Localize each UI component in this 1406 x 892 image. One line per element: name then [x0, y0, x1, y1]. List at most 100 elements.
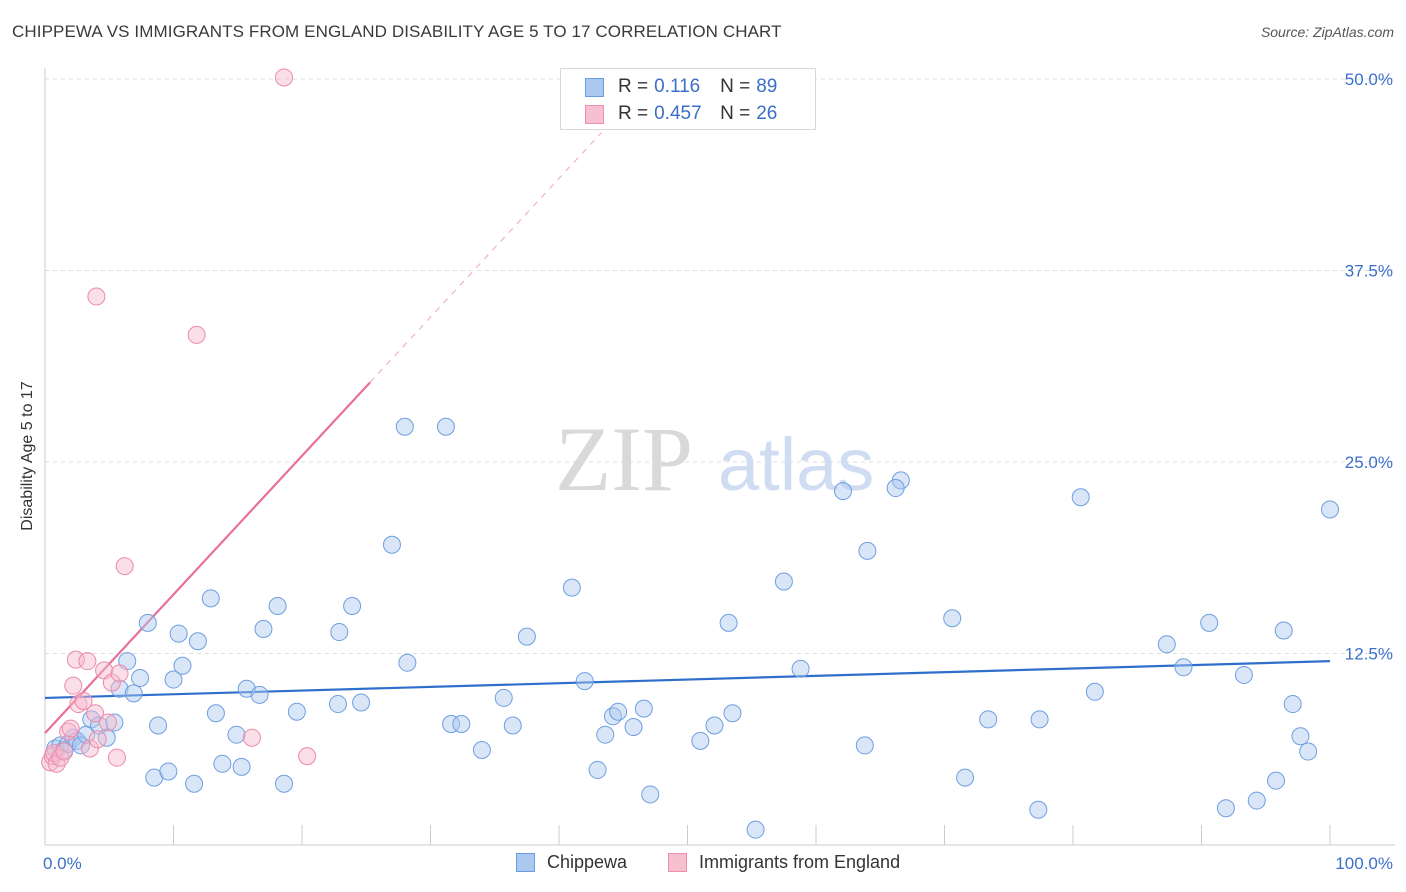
point-chippewa-41: [395, 417, 414, 436]
point-chippewa-46: [472, 741, 491, 760]
legend-r-label: R =: [618, 103, 649, 124]
point-chippewa-74: [1029, 800, 1048, 819]
point-chippewa-25: [201, 589, 220, 608]
bottom-legend-swatch-england: [668, 853, 687, 872]
point-chippewa-33: [268, 597, 287, 616]
point-chippewa-21: [169, 624, 188, 643]
point-chippewa-29: [232, 757, 251, 776]
point-england-23: [187, 325, 206, 344]
point-england-14: [86, 704, 105, 723]
legend-n-value-england: 26: [756, 103, 778, 124]
bottom-legend-swatch-chippewa: [516, 853, 535, 872]
trend-line-england: [44, 381, 371, 734]
point-england-13: [80, 739, 99, 758]
point-chippewa-36: [328, 695, 347, 714]
x-tick-label-0: 0.0%: [43, 854, 82, 873]
point-chippewa-44: [442, 714, 461, 733]
point-chippewa-84: [1267, 771, 1286, 790]
bottom-legend-chippewa: Chippewa: [516, 852, 627, 873]
point-chippewa-39: [352, 693, 371, 712]
legend-n-label: N =: [720, 103, 751, 124]
point-chippewa-52: [588, 760, 607, 779]
point-chippewa-56: [624, 718, 643, 737]
point-chippewa-47: [494, 688, 513, 707]
legend-n-label: N =: [720, 76, 751, 97]
y-tick-label-1: 25.0%: [1345, 453, 1393, 472]
point-chippewa-60: [705, 716, 724, 735]
point-chippewa-49: [517, 627, 536, 646]
point-chippewa-26: [206, 704, 225, 723]
point-england-17: [98, 713, 117, 732]
chart-title: CHIPPEWA VS IMMIGRANTS FROM ENGLAND DISA…: [12, 22, 782, 41]
bottom-legend-label-chippewa: Chippewa: [547, 852, 628, 872]
point-chippewa-53: [596, 725, 615, 744]
point-chippewa-20: [164, 670, 183, 689]
point-chippewa-42: [398, 653, 417, 672]
point-chippewa-43: [436, 417, 455, 436]
point-chippewa-68: [855, 736, 874, 755]
point-chippewa-51: [575, 672, 594, 691]
point-chippewa-40: [382, 535, 401, 554]
point-chippewa-14: [124, 684, 143, 703]
point-chippewa-45: [452, 714, 471, 733]
point-chippewa-23: [185, 774, 204, 793]
point-chippewa-73: [979, 710, 998, 729]
point-chippewa-11: [105, 713, 124, 732]
point-england-24: [242, 728, 261, 747]
legend-row-england: R = 0.457 N = 26: [585, 102, 777, 126]
point-chippewa-37: [330, 623, 349, 642]
point-chippewa-89: [1321, 500, 1339, 519]
point-chippewa-63: [746, 820, 765, 839]
point-chippewa-38: [343, 597, 362, 616]
y-tick-label-2: 37.5%: [1345, 262, 1393, 281]
trend-extension-england: [369, 132, 602, 383]
point-chippewa-58: [641, 785, 660, 804]
point-chippewa-50: [562, 578, 581, 597]
legend-swatch-england: [585, 104, 604, 124]
point-england-8: [64, 676, 83, 695]
point-chippewa-32: [254, 619, 273, 638]
legend-n-value-chippewa: 89: [756, 76, 778, 97]
point-england-7: [61, 719, 80, 738]
legend-r-label: R =: [618, 76, 649, 97]
legend-swatch-chippewa: [585, 77, 604, 97]
point-chippewa-61: [723, 704, 742, 723]
y-tick-label-3: 50.0%: [1345, 70, 1393, 89]
watermark-zip: ZIP: [555, 408, 693, 510]
watermark-atlas: atlas: [718, 423, 874, 506]
point-england-6: [59, 722, 78, 741]
point-chippewa-88: [1299, 742, 1318, 761]
point-england-19: [107, 748, 126, 767]
point-chippewa-77: [1085, 682, 1104, 701]
point-england-25: [298, 747, 317, 766]
point-chippewa-34: [275, 774, 294, 793]
point-england-5: [55, 742, 74, 761]
point-england-15: [88, 730, 107, 749]
point-england-18: [102, 673, 121, 692]
legend-r-value-chippewa: 0.116: [654, 76, 701, 97]
point-england-20: [110, 664, 129, 683]
point-chippewa-78: [1157, 635, 1176, 654]
point-chippewa-48: [503, 716, 522, 735]
y-tick-label-0: 12.5%: [1345, 645, 1393, 664]
point-chippewa-19: [159, 762, 178, 781]
point-chippewa-72: [956, 768, 975, 787]
legend-row-chippewa: R = 0.116 N = 89: [585, 75, 777, 99]
point-chippewa-80: [1200, 613, 1219, 632]
point-chippewa-70: [886, 479, 905, 498]
point-chippewa-75: [1030, 710, 1049, 729]
point-chippewa-31: [250, 685, 269, 704]
point-chippewa-22: [173, 656, 192, 675]
point-chippewa-35: [287, 702, 306, 721]
point-chippewa-79: [1174, 658, 1193, 677]
point-england-21: [115, 557, 134, 576]
bottom-legend-england: Immigrants from England: [668, 852, 900, 873]
point-chippewa-64: [774, 572, 793, 591]
point-chippewa-66: [833, 482, 852, 501]
point-chippewa-87: [1291, 727, 1310, 746]
point-chippewa-28: [227, 725, 246, 744]
point-england-9: [66, 650, 85, 669]
trend-line-chippewa: [44, 660, 1331, 700]
point-chippewa-55: [609, 702, 628, 721]
